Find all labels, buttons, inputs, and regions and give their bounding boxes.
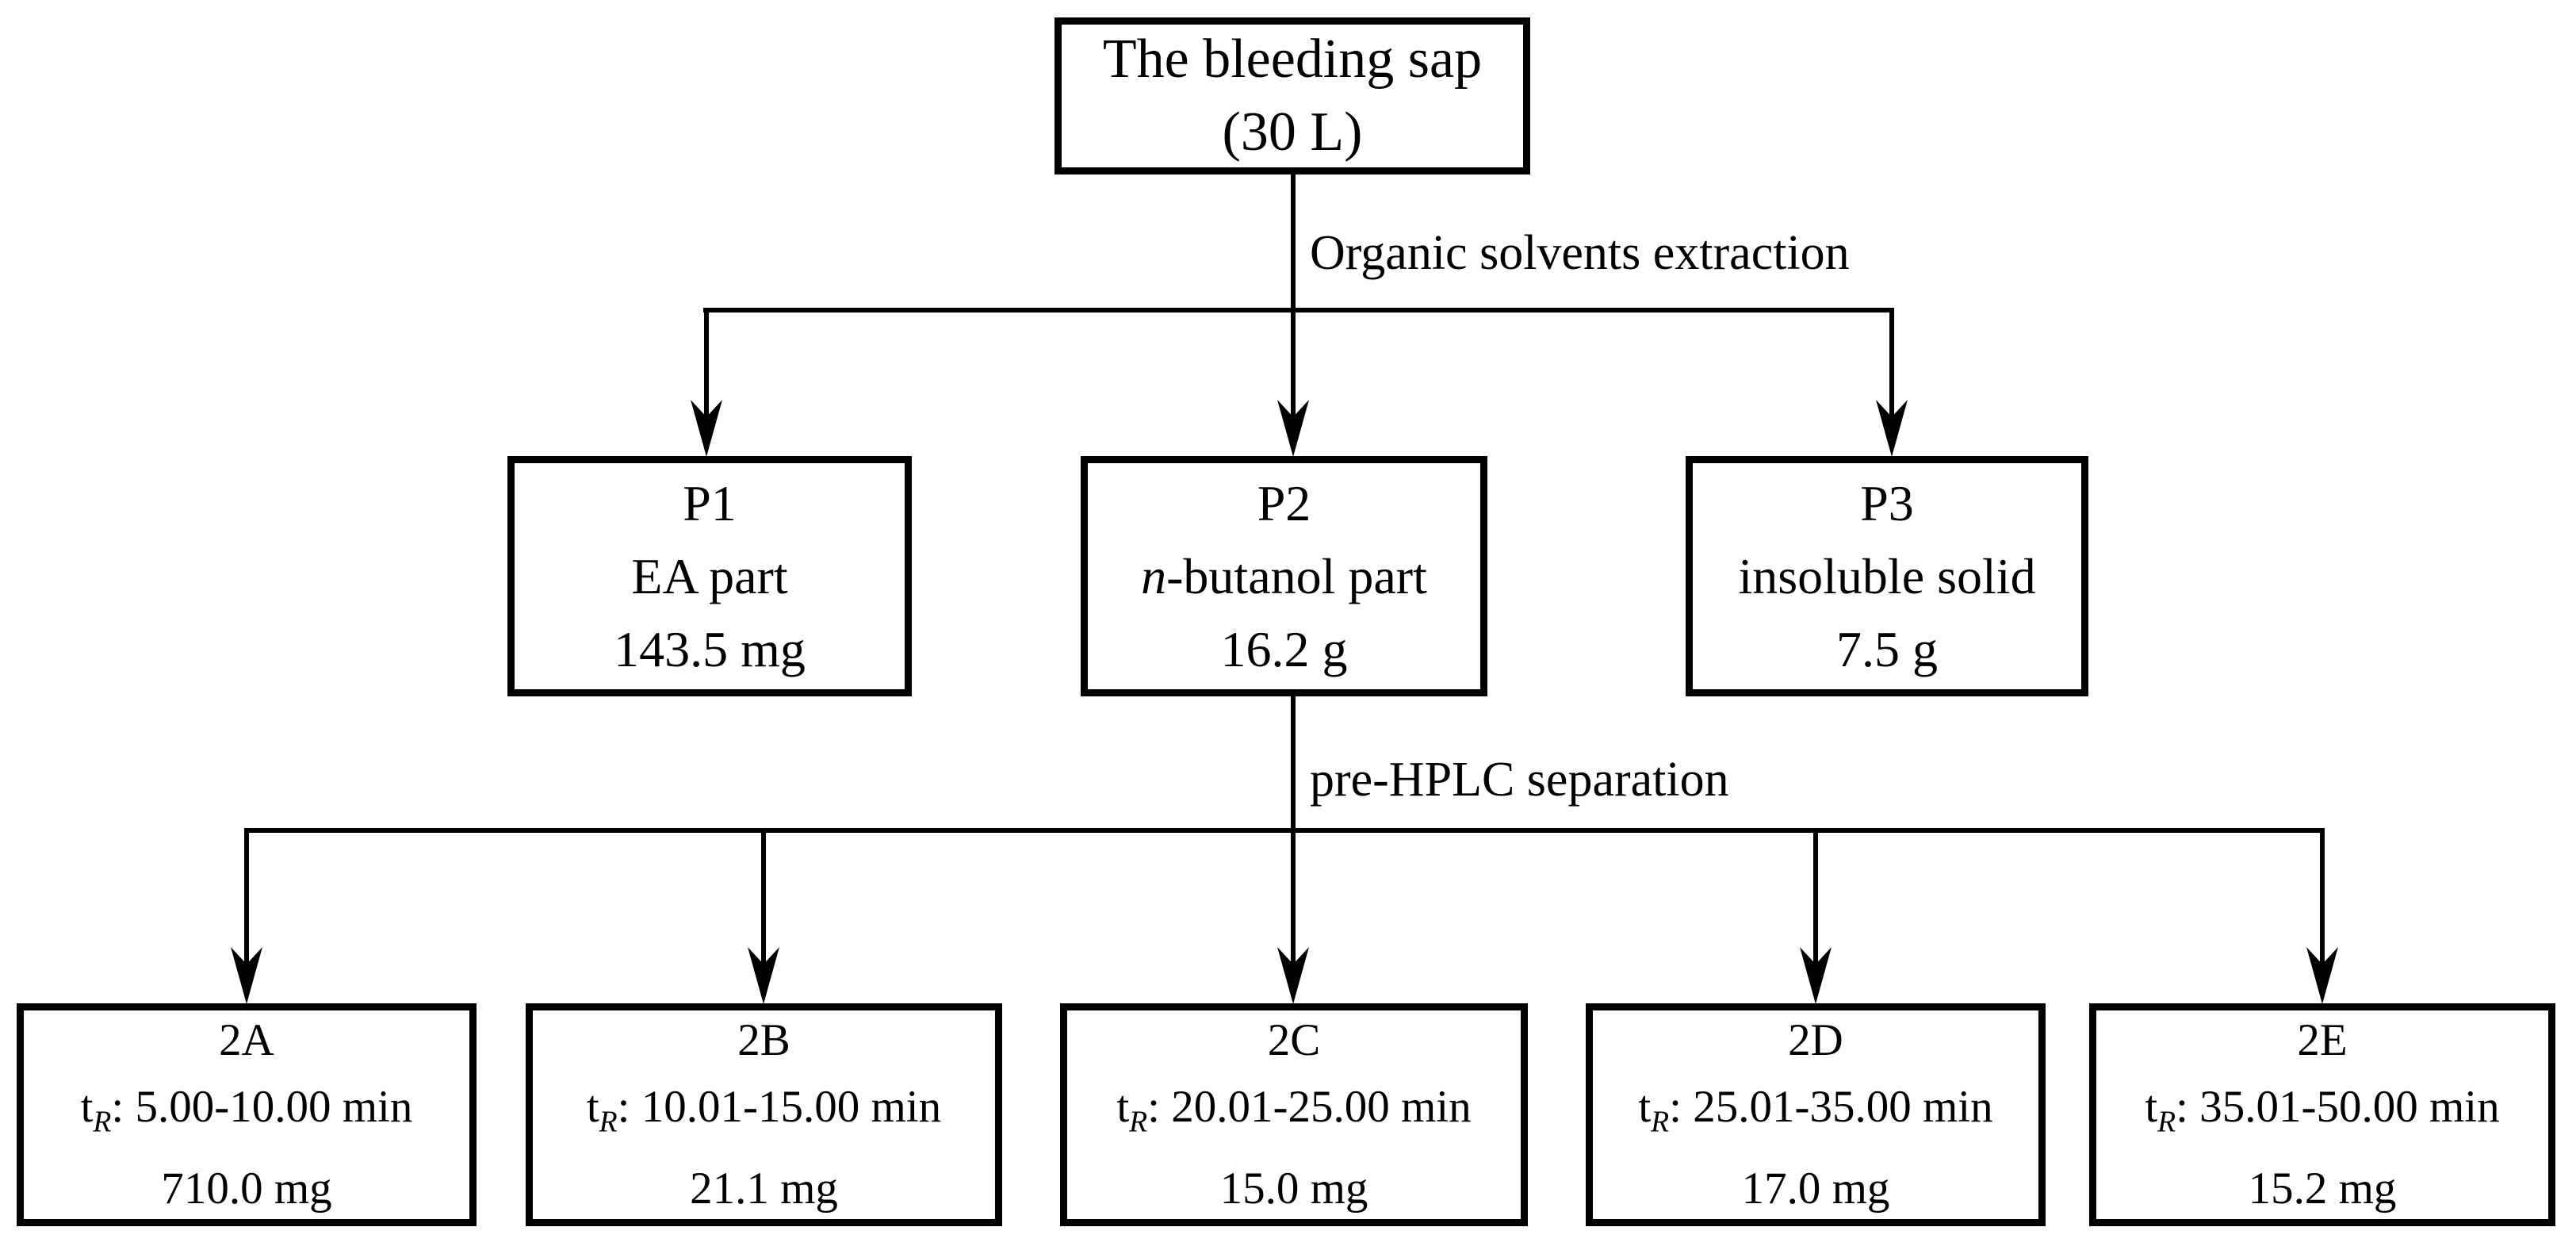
node-2a: 2A tR: 5.00-10.00 min 710.0 mg [17,1003,477,1226]
node-2e-amount: 15.2 mg [2248,1163,2397,1214]
node-p3-desc: insoluble solid [1693,540,2081,613]
node-2e-t-sub: R [2157,1105,2176,1139]
node-2c-t: t [1116,1082,1130,1133]
node-2a-retention: tR: 5.00-10.00 min [24,1074,469,1155]
level2-process-label: pre-HPLC separation [1310,753,1729,807]
node-2c-id: 2C [1267,1015,1321,1066]
node-p2-desc: n-butanol part [1088,540,1480,613]
node-2d-t-sub: R [1651,1105,1670,1139]
node-2b-amount: 21.1 mg [690,1163,838,1214]
node-p3-desc-text: insoluble solid [1738,547,2036,604]
node-2a-t: t [80,1082,94,1133]
node-2b: 2B tR: 10.01-15.00 min 21.1 mg [526,1003,1002,1226]
node-2b-retention: tR: 10.01-15.00 min [533,1074,995,1155]
node-p2-desc-italic: n [1141,547,1167,604]
connector-branch-to-2a-line [244,830,249,968]
node-2a-t-sub: R [93,1105,112,1139]
node-2d-id: 2D [1788,1015,1843,1066]
node-2a-range: : 5.00-10.00 min [111,1082,413,1133]
connector-branch-to-2c-line [1291,830,1296,968]
node-p2-id: P2 [1257,474,1311,531]
node-2e-range: : 35.01-50.00 min [2176,1082,2500,1133]
node-2c-amount: 15.0 mg [1219,1163,1368,1214]
node-2c-t-sub: R [1129,1105,1148,1139]
node-bleeding-sap: The bleeding sap (30 L) [1055,17,1530,174]
node-2d-range: : 25.01-35.00 min [1669,1082,1993,1133]
connector-branch-to-p1-line [704,309,709,420]
node-p1-amount: 143.5 mg [614,620,806,677]
connector-root-to-p2-line [1291,174,1296,420]
node-2b-t: t [586,1082,599,1133]
node-2b-t-sub: R [599,1105,618,1139]
node-2c-retention: tR: 20.01-25.00 min [1067,1074,1521,1155]
node-2d-amount: 17.0 mg [1741,1163,1890,1214]
node-bleeding-sap-title: The bleeding sap [1102,29,1483,90]
node-2a-amount: 710.0 mg [161,1163,332,1214]
node-2e-id: 2E [2297,1015,2348,1066]
node-bleeding-sap-volume: (30 L) [1222,102,1363,163]
node-p1-id: P1 [683,474,737,531]
node-p3: P3 insoluble solid 7.5 g [1686,456,2088,696]
node-2e-t: t [2145,1082,2158,1133]
connector-branch-to-p3-line [1889,309,1894,420]
node-p2: P2 n-butanol part 16.2 g [1081,456,1487,696]
connector-branch-to-2e-line [2320,830,2325,968]
node-p2-amount: 16.2 g [1220,620,1348,677]
node-2d-retention: tR: 25.01-35.00 min [1593,1074,2038,1155]
connector-p2-to-branch-line [1291,696,1296,833]
node-2e-retention: tR: 35.01-50.00 min [2096,1074,2548,1155]
connector-branch-to-2d-line [1813,830,1818,968]
node-2b-id: 2B [737,1015,790,1066]
node-p3-amount: 7.5 g [1836,620,1938,677]
node-2d-t: t [1638,1082,1652,1133]
level1-process-label: Organic solvents extraction [1310,226,1850,280]
node-2b-range: : 10.01-15.00 min [617,1082,942,1133]
connector-level2-branch-line [244,828,2325,833]
node-p1: P1 EA part 143.5 mg [507,456,912,696]
connector-level1-branch-line [703,308,1894,312]
connector-branch-to-2b-line [761,830,766,968]
node-p1-desc: EA part [515,540,905,613]
node-p1-desc-text: EA part [631,547,788,604]
node-p3-id: P3 [1860,474,1914,531]
node-2c: 2C tR: 20.01-25.00 min 15.0 mg [1060,1003,1528,1226]
node-2d: 2D tR: 25.01-35.00 min 17.0 mg [1586,1003,2046,1226]
node-p2-desc-text: -butanol part [1166,547,1427,604]
node-2c-range: : 20.01-25.00 min [1147,1082,1472,1133]
node-2e: 2E tR: 35.01-50.00 min 15.2 mg [2089,1003,2555,1226]
node-2a-id: 2A [219,1015,274,1066]
